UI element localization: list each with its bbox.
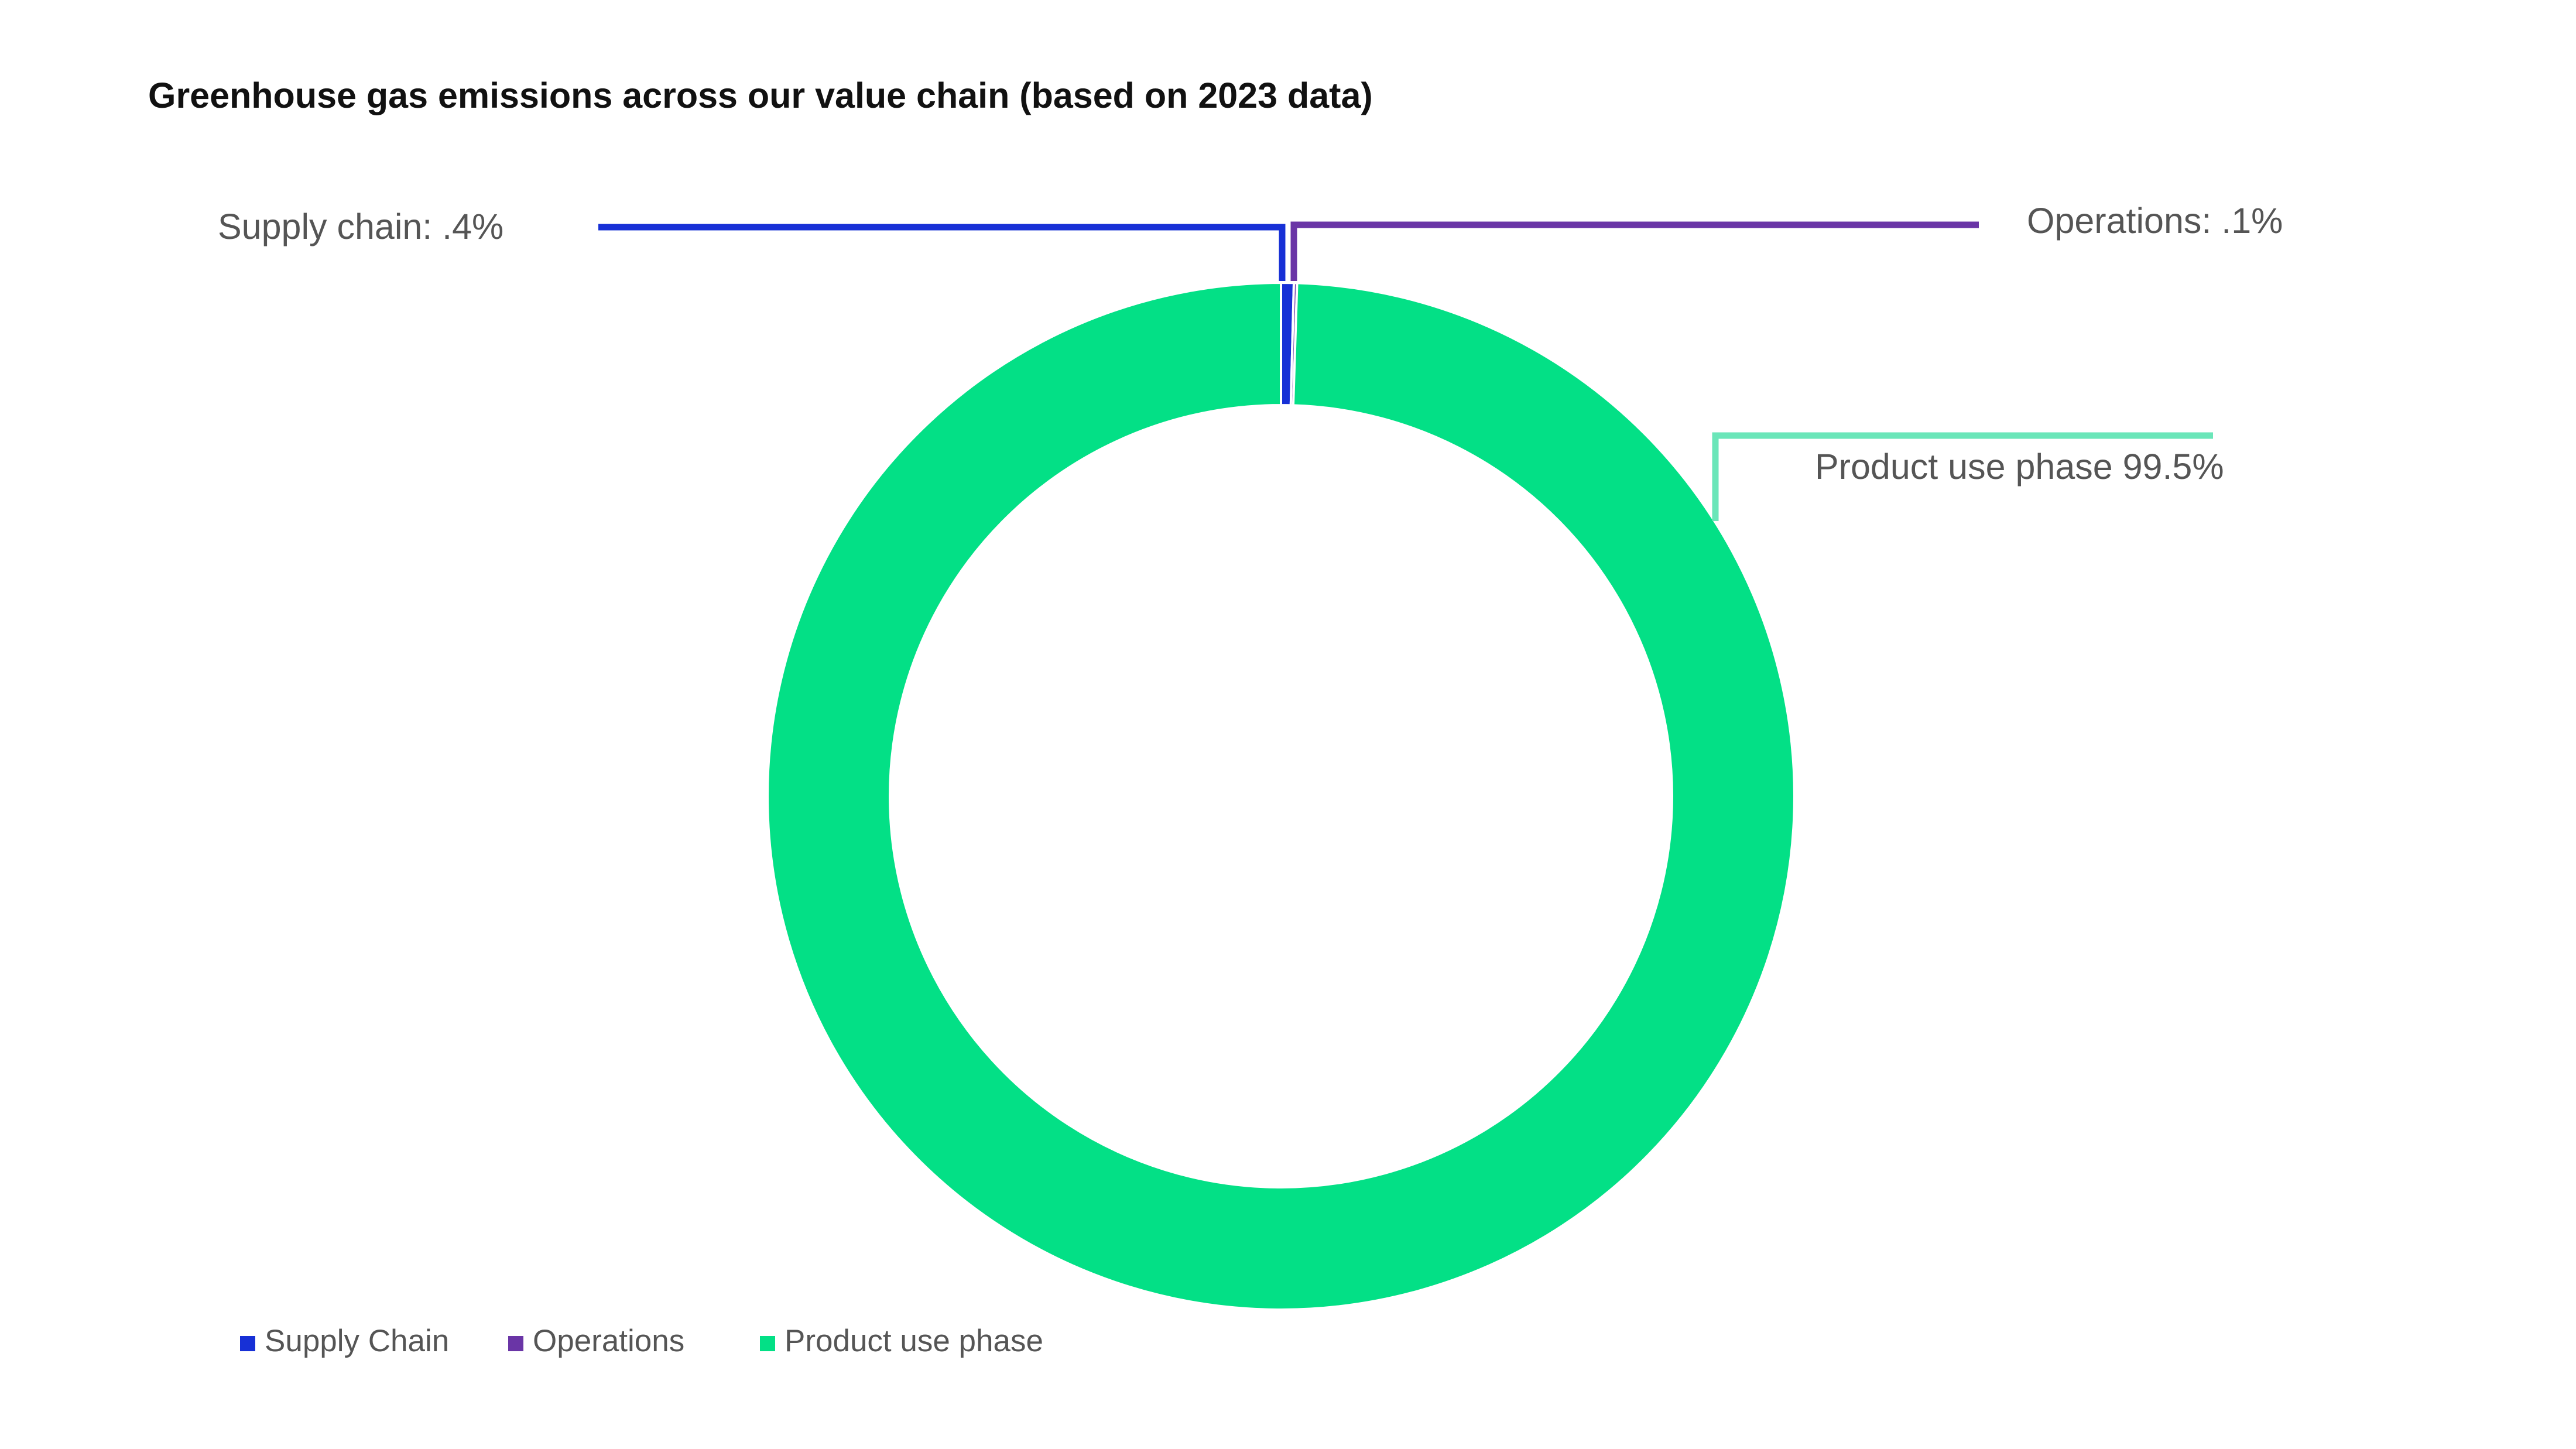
legend-label-product-use-phase: Product use phase: [785, 1324, 1043, 1358]
slice-product-use-phase: [766, 281, 1796, 1311]
legend-swatch-product-use-phase: [760, 1336, 775, 1351]
chart-title: Greenhouse gas emissions across our valu…: [148, 76, 1373, 115]
legend: Supply Chain Operations Product use phase: [240, 1324, 1043, 1358]
legend-swatch-supply-chain: [240, 1336, 255, 1351]
leader-line-operations: [1290, 221, 1979, 281]
data-label-product-use-phase: Product use phase 99.5%: [1815, 447, 2224, 487]
data-label-supply-chain: Supply chain: .4%: [218, 207, 503, 246]
donut-slices: [766, 281, 1796, 1311]
legend-label-operations: Operations: [533, 1324, 684, 1358]
data-label-operations: Operations: .1%: [2027, 201, 2283, 241]
legend-label-supply-chain: Supply Chain: [265, 1324, 449, 1358]
leader-line-product-use-phase: [1712, 432, 2213, 521]
legend-swatch-operations: [508, 1336, 523, 1351]
callouts: Supply chain: .4% Operations: .1% Product …: [218, 201, 2283, 521]
leader-line-supply-chain: [598, 224, 1286, 281]
